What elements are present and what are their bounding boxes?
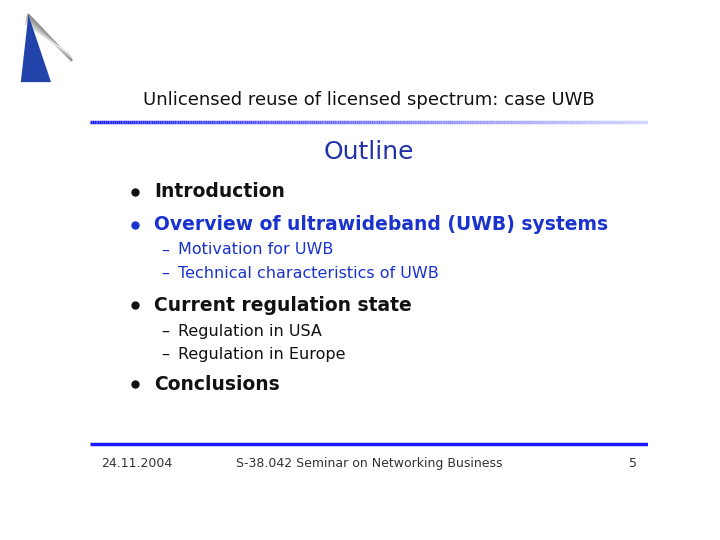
Text: Regulation in Europe: Regulation in Europe: [178, 347, 346, 362]
Text: –: –: [161, 324, 169, 339]
Text: Motivation for UWB: Motivation for UWB: [178, 242, 333, 258]
Text: S-38.042 Seminar on Networking Business: S-38.042 Seminar on Networking Business: [235, 457, 503, 470]
Text: Outline: Outline: [324, 140, 414, 164]
Polygon shape: [21, 15, 51, 82]
Text: Unlicensed reuse of licensed spectrum: case UWB: Unlicensed reuse of licensed spectrum: c…: [143, 91, 595, 109]
Text: Technical characteristics of UWB: Technical characteristics of UWB: [178, 266, 439, 281]
Text: 24.11.2004: 24.11.2004: [101, 457, 172, 470]
Text: Regulation in USA: Regulation in USA: [178, 324, 322, 339]
Text: Introduction: Introduction: [154, 182, 285, 201]
Text: 5: 5: [629, 457, 637, 470]
Text: –: –: [161, 266, 169, 281]
Text: Conclusions: Conclusions: [154, 375, 280, 394]
Text: –: –: [161, 242, 169, 258]
Text: Overview of ultrawideband (UWB) systems: Overview of ultrawideband (UWB) systems: [154, 215, 608, 234]
Text: –: –: [161, 347, 169, 362]
Text: Current regulation state: Current regulation state: [154, 295, 412, 315]
